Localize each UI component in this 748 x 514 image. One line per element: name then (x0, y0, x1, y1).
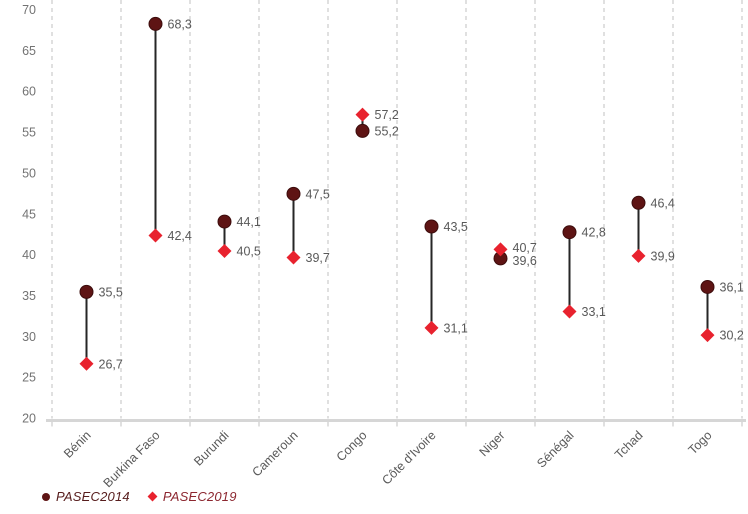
legend-item-pasec2014: PASEC2014 (42, 489, 130, 504)
legend-label-pasec2014: PASEC2014 (56, 489, 130, 504)
category-label: Côte d'Ivoire (379, 428, 438, 487)
y-tick-label: 60 (22, 85, 36, 99)
pasec2014-marker (355, 123, 370, 138)
value-label-pasec2019: 30,2 (720, 329, 744, 343)
value-label-pasec2014: 47,5 (306, 187, 330, 201)
value-label-pasec2019: 26,7 (99, 357, 123, 371)
y-tick-label: 65 (22, 44, 36, 58)
value-label-pasec2019: 40,7 (513, 241, 537, 255)
legend: PASEC2014 PASEC2019 (42, 489, 237, 504)
value-label-pasec2019: 33,1 (582, 305, 606, 319)
category-label: Burkina Faso (101, 428, 163, 490)
pasec2014-marker (631, 195, 646, 210)
y-tick-label: 35 (22, 289, 36, 303)
value-label-pasec2019: 39,7 (306, 251, 330, 265)
pasec2019-marker (286, 250, 301, 265)
category-label: Bénin (61, 428, 94, 461)
pasec2019-marker (79, 356, 94, 371)
pasec2014-marker (286, 186, 301, 201)
y-tick-label: 70 (22, 3, 36, 17)
value-label-pasec2019: 39,9 (651, 249, 675, 263)
category-label: Cameroun (249, 428, 300, 479)
pasec2019-marker (700, 328, 715, 343)
pasec2014-marker (562, 225, 577, 240)
category-label: Togo (686, 428, 715, 457)
value-label-pasec2014: 44,1 (237, 215, 261, 229)
pasec2014-marker (217, 214, 232, 229)
category-label: Sénégal (534, 428, 576, 470)
category-label: Burundi (191, 428, 231, 468)
pasec2019-marker (355, 107, 370, 122)
y-tick-label: 45 (22, 207, 36, 221)
pasec2019-marker (148, 228, 163, 243)
y-tick-label: 40 (22, 248, 36, 262)
value-label-pasec2019: 42,4 (168, 229, 192, 243)
pasec2019-marker (493, 242, 508, 257)
value-label-pasec2019: 31,1 (444, 321, 468, 335)
diamond-marker-icon (147, 491, 158, 502)
category-label: Tchad (612, 428, 646, 462)
value-label-pasec2019: 57,2 (375, 108, 399, 122)
category-label: Congo (334, 428, 370, 464)
circle-marker-icon (42, 492, 50, 501)
value-label-pasec2014: 55,2 (375, 124, 399, 138)
legend-item-pasec2019: PASEC2019 (147, 489, 237, 504)
pasec2019-marker (562, 304, 577, 319)
category-label: Niger (477, 428, 508, 459)
legend-label-pasec2019: PASEC2019 (162, 489, 237, 504)
pasec2014-marker (424, 219, 439, 234)
y-tick-label: 20 (22, 412, 36, 426)
pasec2019-marker (631, 248, 646, 263)
pasec2019-marker (424, 320, 439, 335)
value-label-pasec2014: 36,1 (720, 280, 744, 294)
pasec2014-marker (148, 16, 163, 31)
value-label-pasec2014: 35,5 (99, 285, 123, 299)
value-label-pasec2014: 39,6 (513, 254, 537, 268)
y-tick-label: 50 (22, 166, 36, 180)
y-tick-label: 30 (22, 330, 36, 344)
pasec2019-marker (217, 244, 232, 259)
value-label-pasec2014: 46,4 (651, 196, 675, 210)
pasec2014-marker (79, 284, 94, 299)
pasec2014-marker (700, 279, 715, 294)
value-label-pasec2014: 42,8 (582, 226, 606, 240)
y-tick-label: 55 (22, 126, 36, 140)
value-label-pasec2019: 40,5 (237, 245, 261, 259)
value-label-pasec2014: 68,3 (168, 17, 192, 31)
y-tick-label: 25 (22, 371, 36, 385)
value-label-pasec2014: 43,5 (444, 220, 468, 234)
